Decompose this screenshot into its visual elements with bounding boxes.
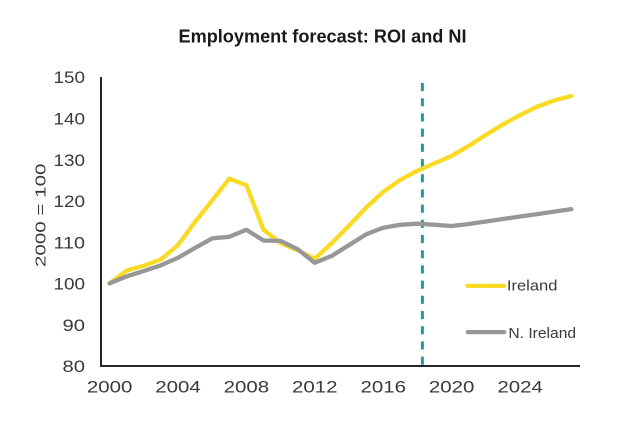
svg-text:N. Ireland: N. Ireland [508, 325, 576, 342]
svg-text:Ireland: Ireland [507, 277, 558, 294]
svg-text:2012: 2012 [292, 378, 338, 397]
svg-text:2024: 2024 [497, 378, 543, 397]
svg-text:130: 130 [54, 151, 86, 170]
svg-text:120: 120 [54, 192, 86, 211]
svg-text:2004: 2004 [155, 378, 201, 397]
svg-text:Employment forecast: ROI and N: Employment forecast: ROI and NI [179, 27, 467, 47]
svg-text:150: 150 [54, 68, 86, 87]
svg-text:2016: 2016 [361, 378, 407, 397]
svg-text:2020: 2020 [429, 378, 475, 397]
svg-text:80: 80 [63, 357, 86, 376]
svg-text:2000: 2000 [87, 378, 133, 397]
svg-text:90: 90 [63, 316, 86, 335]
svg-text:140: 140 [54, 110, 86, 129]
svg-text:100: 100 [54, 275, 86, 294]
svg-text:110: 110 [54, 233, 86, 252]
svg-text:2000 = 100: 2000 = 100 [32, 164, 49, 268]
svg-text:2008: 2008 [224, 378, 270, 397]
